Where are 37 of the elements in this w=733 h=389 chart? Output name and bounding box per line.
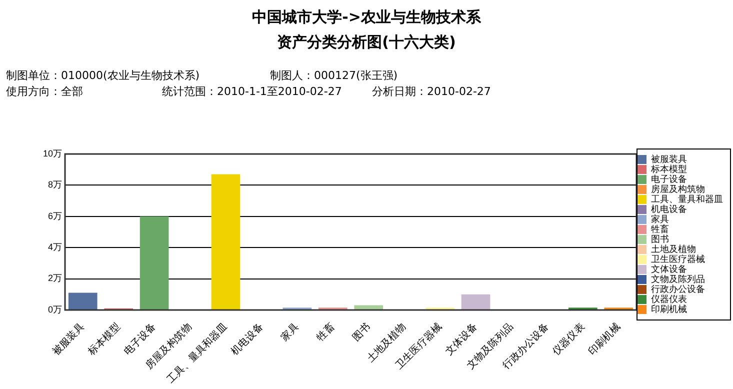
legend-label: 印刷机械 — [651, 304, 687, 314]
y-tick-label: 8万 — [48, 180, 62, 190]
legend-label: 房屋及构筑物 — [651, 184, 705, 194]
x-tick-label: 被服装具 — [50, 320, 87, 358]
x-tick-label: 家具 — [278, 320, 302, 344]
legend-label: 土地及植物 — [651, 244, 696, 254]
legend-label: 图书 — [651, 234, 669, 244]
x-tick-label: 机电设备 — [228, 320, 266, 358]
y-tick-label: 6万 — [48, 210, 62, 221]
x-tick-label: 标本模型 — [85, 320, 123, 358]
legend-label: 被服装具 — [651, 154, 687, 164]
y-tick-label: 4万 — [48, 242, 62, 252]
legend-label: 家具 — [651, 214, 669, 224]
text: 制图人：000127(张王强) — [270, 68, 398, 83]
text: 使用方向：全部 — [6, 84, 83, 99]
y-tick-label: 10万 — [42, 148, 62, 158]
legend-label: 卫生医疗器械 — [651, 254, 705, 264]
chart-subtitle: 资产分类分析图(十六大类) — [276, 33, 457, 52]
legend-label: 电子设备 — [651, 174, 687, 184]
legend-label: 机电设备 — [651, 204, 687, 214]
chart-title: 中国城市大学->农业与生物技术系 — [251, 8, 482, 27]
x-tick-label: 图书 — [350, 320, 373, 344]
legend-label: 工具、量具和器皿 — [651, 194, 723, 204]
y-tick-label: 0万 — [48, 304, 62, 314]
x-tick-label: 印刷机械 — [586, 320, 623, 358]
text: 制图单位：010000(农业与生物技术系) — [6, 68, 200, 83]
y-tick-label: 2万 — [48, 273, 62, 284]
legend-label: 仪器仪表 — [651, 294, 687, 304]
text: 分析日期：2010-02-27 — [372, 84, 491, 99]
x-tick-label: 牲畜 — [314, 320, 337, 344]
legend-label: 文物及陈列品 — [651, 274, 705, 284]
legend-label: 牲畜 — [651, 224, 669, 234]
legend-label: 文体设备 — [651, 264, 687, 274]
legend-label: 标本模型 — [650, 164, 687, 174]
x-tick-label: 仪器仪表 — [550, 320, 587, 358]
legend-label: 行政办公设备 — [651, 284, 705, 294]
text: 统计范围：2010-1-1至2010-02-27 — [162, 84, 342, 99]
